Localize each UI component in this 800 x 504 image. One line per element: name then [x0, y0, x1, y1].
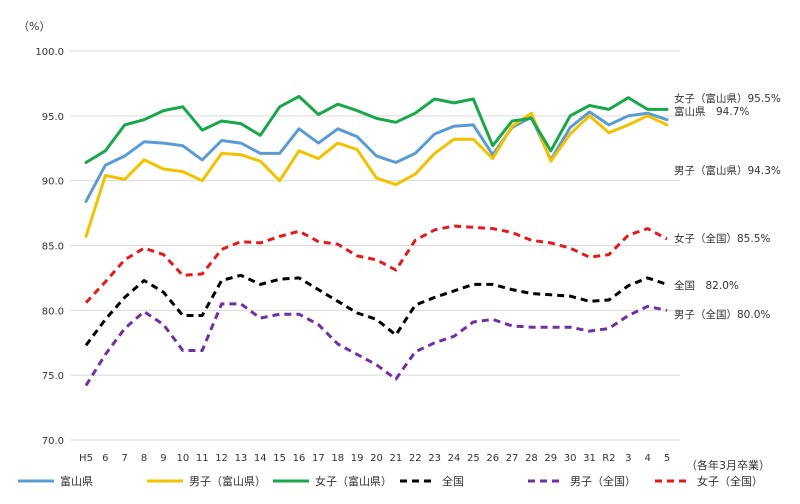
x-tick-label: 4 — [644, 453, 650, 464]
x-tick-label: 25 — [467, 453, 480, 464]
x-tick-label: 19 — [351, 453, 364, 464]
x-tick-label: 10 — [176, 453, 189, 464]
legend-label: 女子（富山県） — [315, 474, 392, 488]
legend-label: 男子（富山県） — [189, 474, 266, 488]
x-tick-label: 24 — [448, 453, 461, 464]
y-tick-label: 90.0 — [42, 177, 64, 188]
x-tick-label: 9 — [160, 453, 166, 464]
x-tick-label: R2 — [602, 453, 615, 464]
x-tick-label: 5 — [664, 453, 670, 464]
series-line — [84, 94, 669, 164]
legend-label: 男子（全国） — [570, 474, 636, 488]
series-end-label: 男子（全国）80.0% — [674, 308, 770, 321]
series-lines — [84, 94, 669, 387]
series-line — [84, 111, 669, 238]
series-line — [84, 224, 668, 304]
x-tick-label: 13 — [235, 453, 248, 464]
x-tick-label: 16 — [293, 453, 306, 464]
x-tick-label: 18 — [331, 453, 344, 464]
series-end-label: 女子（全国）85.5% — [674, 232, 770, 245]
x-tick-label: 21 — [389, 453, 402, 464]
y-tick-labels: 70.0 75.0 80.0 85.0 90.0 95.0 100.0 — [35, 47, 64, 447]
series-line — [84, 273, 668, 347]
x-tick-label: 30 — [564, 453, 577, 464]
legend-label: 富山県 — [60, 474, 93, 488]
x-tick-label: 28 — [525, 453, 538, 464]
x-tick-label: 15 — [273, 453, 286, 464]
x-tick-label: 22 — [409, 453, 422, 464]
y-tick-label: 100.0 — [35, 47, 64, 58]
series-end-label: 女子（富山県）95.5% — [674, 92, 781, 105]
x-tick-label: 27 — [506, 453, 519, 464]
series-end-labels: 富山県 94.7% 男子（富山県）94.3% 女子（富山県）95.5% 全国 82.0… — [674, 92, 781, 321]
y-tick-label: 80.0 — [42, 306, 64, 317]
x-tick-label: 11 — [196, 453, 209, 464]
x-tick-label: 26 — [486, 453, 499, 464]
x-tick-label: 7 — [122, 453, 128, 464]
y-tick-label: 70.0 — [42, 436, 64, 447]
x-tick-label: 8 — [141, 453, 147, 464]
y-tick-label: 95.0 — [42, 112, 64, 123]
legend-label: 全国 — [442, 474, 464, 488]
unit-label: （%） — [18, 20, 50, 33]
x-tick-label: 29 — [544, 453, 557, 464]
x-tick-label: 12 — [215, 453, 228, 464]
y-tick-label: 75.0 — [42, 371, 64, 382]
x-tick-label: H5 — [79, 453, 93, 464]
x-tick-label: 31 — [583, 453, 596, 464]
grid-lines — [70, 50, 680, 441]
series-line — [84, 110, 669, 203]
x-tick-label: 14 — [254, 453, 267, 464]
x-tick-label: 3 — [625, 453, 631, 464]
x-tick-label: 6 — [102, 453, 108, 464]
x-tick-label: 20 — [370, 453, 383, 464]
y-tick-label: 85.0 — [42, 242, 64, 253]
legend: 富山県 男子（富山県） 女子（富山県） 全国 男子（全国） 女子（全国） — [18, 474, 763, 488]
legend-label: 女子（全国） — [697, 474, 763, 488]
x-tick-label: 23 — [428, 453, 441, 464]
x-tick-label: 17 — [312, 453, 325, 464]
series-end-label: 富山県 94.7% — [674, 105, 749, 118]
series-end-label: 男子（富山県）94.3% — [674, 164, 781, 177]
x-axis-label: （各年3月卒業） — [686, 458, 770, 472]
x-tick-labels: H5 6 7 8 9 10 11 12 13 14 15 16 17 18 19 20 21 22 23 24 25 26… — [79, 453, 670, 464]
series-line — [84, 302, 668, 387]
series-end-label: 全国 82.0% — [674, 279, 739, 292]
